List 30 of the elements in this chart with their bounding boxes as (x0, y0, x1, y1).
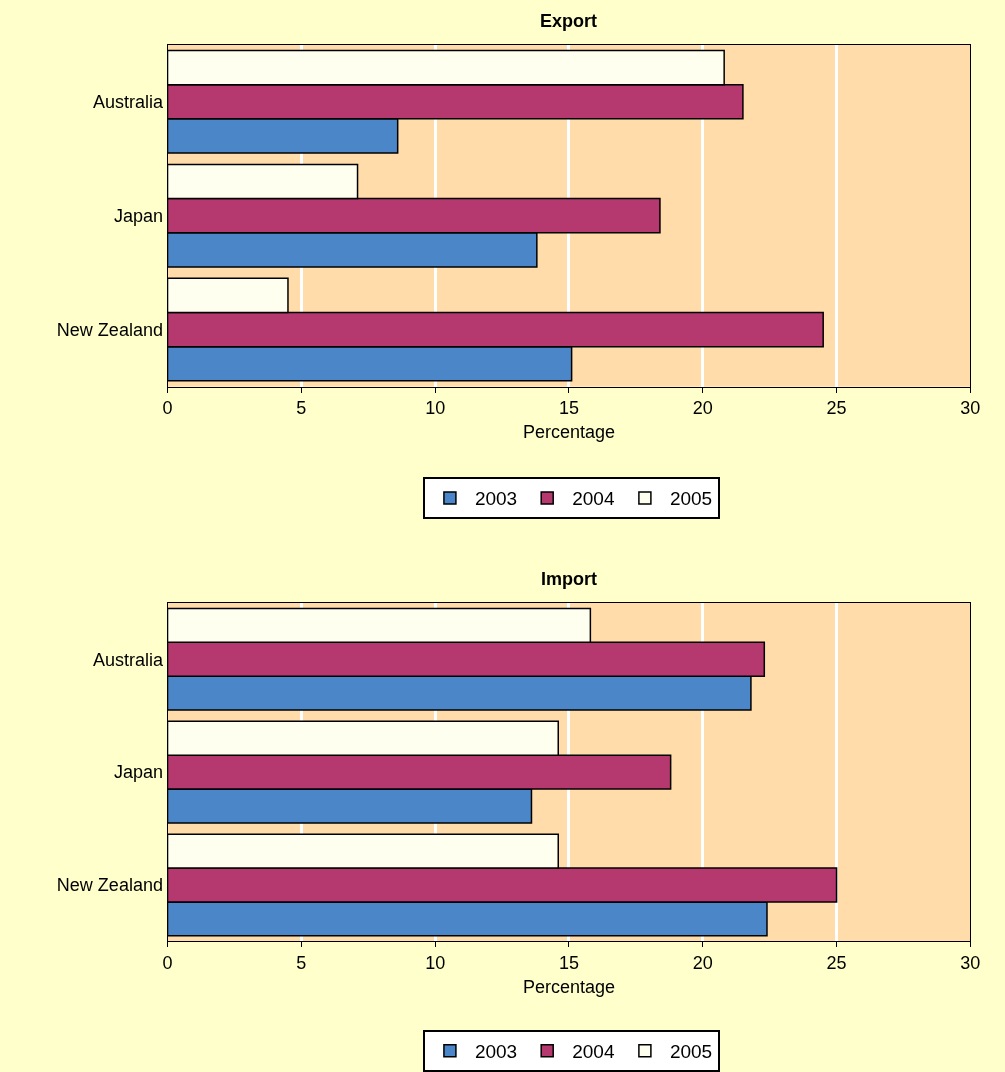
x-tick-label: 20 (692, 398, 713, 419)
x-tick-label: 5 (296, 398, 307, 419)
y-tick-label: Japan (113, 205, 163, 226)
x-tick-label: 30 (960, 953, 981, 974)
y-tick-label: New Zealand (56, 875, 163, 896)
x-tick-label: 0 (162, 398, 173, 419)
x-tick-label: 10 (425, 953, 446, 974)
legend-label: 2003 (474, 1041, 518, 1063)
legend-label: 2005 (669, 1041, 713, 1063)
x-tick-label: 15 (558, 953, 579, 974)
legend-label: 2005 (669, 488, 713, 510)
x-tick-label: 20 (692, 953, 713, 974)
x-tick-label: 10 (425, 398, 446, 419)
x-tick-label: 25 (826, 953, 847, 974)
y-tick-label: Japan (113, 762, 163, 783)
x-tick-label: 15 (558, 398, 579, 419)
x-tick-label: 25 (826, 398, 847, 419)
x-tick-label: 0 (162, 953, 173, 974)
y-tick-label: Australia (92, 92, 164, 113)
x-tick-label: 5 (296, 953, 307, 974)
x-axis-title: Percentage (522, 422, 615, 443)
y-tick-label: New Zealand (56, 319, 163, 340)
chart-title: Import (541, 569, 597, 589)
legend-label: 2004 (572, 488, 615, 510)
chart-title: Export (540, 11, 598, 31)
legend-label: 2003 (474, 488, 518, 510)
legend-label: 2004 (572, 1041, 615, 1063)
x-tick-label: 30 (960, 398, 981, 419)
x-axis-title: Percentage (522, 977, 615, 998)
y-tick-label: Australia (92, 649, 164, 670)
